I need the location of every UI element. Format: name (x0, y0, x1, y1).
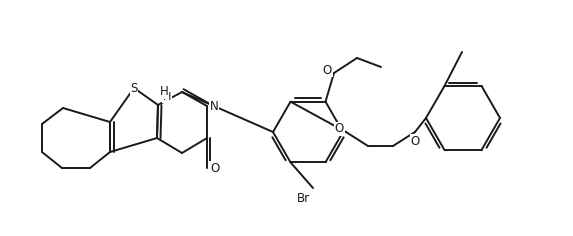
Text: H: H (163, 92, 171, 102)
Text: O: O (335, 122, 344, 135)
Text: S: S (130, 81, 138, 94)
Text: O: O (210, 161, 219, 174)
Text: N: N (210, 100, 219, 113)
Text: O: O (410, 135, 419, 148)
Text: Br: Br (297, 192, 310, 205)
Text: O: O (323, 63, 332, 76)
Text: H: H (160, 85, 169, 98)
